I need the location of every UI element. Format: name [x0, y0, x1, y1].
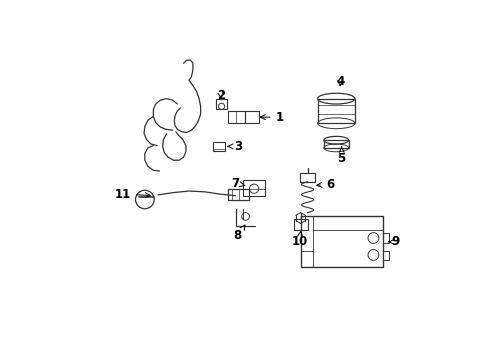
- Bar: [301, 216, 382, 266]
- Bar: [293, 219, 307, 230]
- Bar: [323, 140, 348, 148]
- Bar: [213, 142, 225, 151]
- Bar: [243, 180, 264, 195]
- Bar: [244, 111, 258, 123]
- Text: 4: 4: [335, 75, 344, 88]
- Text: 1: 1: [260, 111, 283, 123]
- Text: 5: 5: [337, 147, 345, 165]
- Bar: [317, 99, 354, 123]
- Bar: [299, 172, 315, 182]
- Bar: [382, 233, 388, 243]
- Bar: [227, 189, 249, 200]
- Text: 10: 10: [291, 231, 307, 248]
- Bar: [227, 111, 244, 123]
- Text: 7: 7: [231, 177, 244, 190]
- Bar: [216, 99, 226, 109]
- Text: 11: 11: [115, 188, 150, 201]
- Text: 2: 2: [216, 89, 224, 102]
- Text: 8: 8: [233, 225, 244, 242]
- Text: 9: 9: [388, 235, 399, 248]
- Bar: [382, 251, 388, 260]
- Text: 3: 3: [227, 140, 242, 153]
- Text: 6: 6: [316, 177, 333, 190]
